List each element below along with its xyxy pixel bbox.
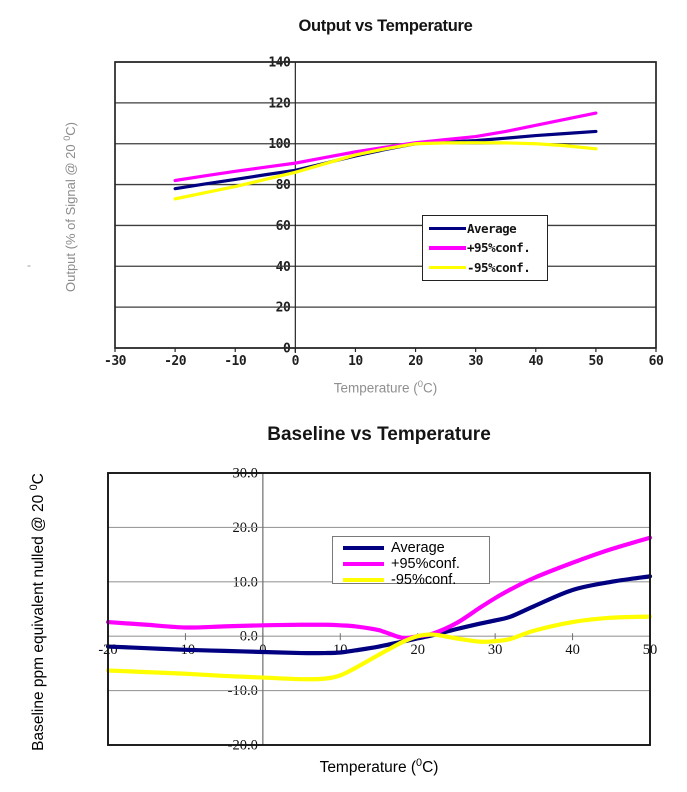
baseline-chart-legend: Average +95%conf. -95%conf. [332,536,490,588]
svg-text:20: 20 [276,301,291,316]
y-axis-label-text: Output (% of Signal @ 20 [63,140,79,293]
baseline-chart-title: Baseline vs Temperature [267,424,491,445]
baseline-y-axis-label: Baseline ppm equivalent nulled @ 20 0C [28,473,48,751]
stray-dash-mark: - [27,258,31,272]
average-line-swatch [429,226,466,231]
output-y-axis-label: Output (% of Signal @ 20 0C) [62,122,78,292]
x-axis-label-text: Temperature ( [319,759,417,777]
svg-text:40: 40 [276,260,291,275]
legend-label: Average [467,221,517,237]
plus95-line-swatch [343,561,384,567]
svg-text:60: 60 [276,219,291,234]
svg-text:-10: -10 [224,354,247,369]
degree-superscript: 0 [417,379,424,390]
svg-text:60: 60 [649,354,664,369]
legend-label: +95%conf. [467,240,531,256]
x-axis-label-unit: C) [423,380,438,396]
svg-text:20: 20 [410,642,425,658]
output-chart-title: Output vs Temperature [298,17,473,35]
svg-text:100: 100 [268,137,291,152]
svg-text:50: 50 [589,354,604,369]
plus95-line-swatch [429,246,466,250]
svg-text:-20: -20 [164,354,187,369]
svg-text:30: 30 [468,354,483,369]
svg-text:80: 80 [276,178,291,193]
svg-text:120: 120 [268,96,291,111]
average-line-swatch [343,545,384,551]
svg-text:140: 140 [268,56,291,71]
y-axis-label-text: Baseline ppm equivalent nulled @ 20 [30,490,48,751]
legend-item-minus95: -95%conf. [429,260,547,275]
svg-text:-30: -30 [104,354,127,369]
x-axis-label-unit: C) [422,759,439,777]
degree-superscript: 0 [27,484,40,491]
legend-item-average: Average [429,221,547,236]
legend-label: +95%conf. [391,556,460,572]
svg-text:10: 10 [348,354,363,369]
svg-text:40: 40 [565,642,580,658]
legend-item-plus95: +95%conf. [343,556,489,572]
degree-superscript: 0 [416,757,423,769]
degree-superscript: 0 [61,135,72,141]
y-axis-label-unit: C [30,473,48,485]
baseline-x-axis-label: Temperature (0C) [108,757,650,777]
legend-label: Average [391,540,445,556]
svg-text:0: 0 [292,354,300,369]
y-axis-label-unit: C) [63,121,79,136]
svg-text:30: 30 [488,642,503,658]
legend-item-average: Average [343,540,489,556]
legend-label: -95%conf. [391,572,457,588]
x-axis-label-text: Temperature ( [333,380,418,396]
legend-label: -95%conf. [467,259,531,275]
svg-text:20: 20 [408,354,423,369]
minus95-line-swatch [343,577,384,583]
svg-text:40: 40 [528,354,543,369]
output-x-axis-label: Temperature (0C) [115,379,656,396]
output-chart-legend: Average +95%conf. -95%conf. [422,215,548,281]
legend-item-plus95: +95%conf. [429,240,547,255]
minus95-line-swatch [429,265,466,269]
svg-text:0: 0 [283,342,291,357]
legend-item-minus95: -95%conf. [343,572,489,588]
